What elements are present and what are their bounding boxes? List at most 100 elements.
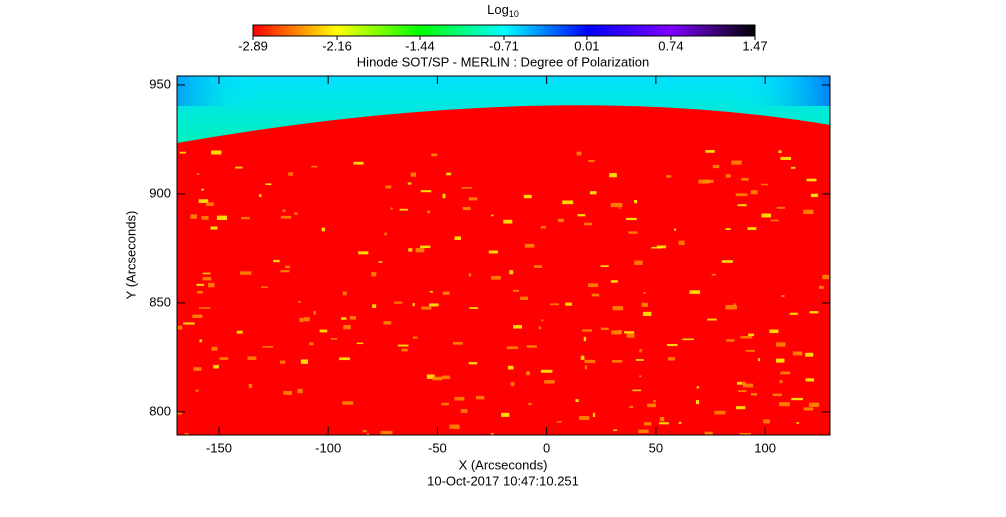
- speckle: [429, 303, 439, 307]
- speckle: [609, 173, 617, 178]
- speckle: [726, 339, 735, 342]
- speckle: [776, 342, 786, 347]
- speckle: [696, 386, 700, 389]
- speckle: [592, 412, 596, 418]
- speckle: [591, 293, 600, 297]
- speckle: [468, 362, 478, 365]
- speckle: [540, 225, 547, 229]
- speckle: [822, 274, 830, 280]
- speckle: [410, 172, 417, 177]
- speckle: [178, 325, 183, 330]
- speckle: [549, 303, 560, 306]
- speckle: [576, 151, 582, 156]
- speckles: [177, 150, 830, 435]
- speckle: [265, 183, 272, 185]
- x-tick-label: -100: [315, 440, 341, 455]
- speckle: [600, 327, 609, 330]
- speckle: [775, 358, 785, 363]
- chart-title: Hinode SOT/SP - MERLIN : Degree of Polar…: [357, 54, 649, 69]
- speckle: [632, 389, 642, 392]
- speckle: [702, 179, 714, 183]
- speckle: [501, 412, 510, 417]
- speckle: [412, 302, 415, 307]
- speckle: [776, 206, 786, 209]
- speckle: [747, 227, 757, 230]
- speckle: [789, 312, 798, 315]
- speckle: [273, 259, 280, 263]
- speckle: [544, 380, 555, 384]
- speckle: [241, 216, 250, 220]
- speckle: [383, 321, 392, 325]
- speckle: [491, 214, 494, 217]
- image-edge: [177, 76, 830, 106]
- colorbar-label: Log10: [487, 2, 519, 19]
- speckle: [643, 422, 652, 426]
- speckle: [581, 329, 592, 332]
- speckle: [179, 151, 186, 154]
- speckle: [426, 374, 435, 379]
- colorbar: [252, 24, 756, 37]
- speckle: [510, 381, 515, 387]
- speckle: [299, 317, 304, 323]
- speckle: [674, 228, 677, 231]
- speckle: [769, 329, 779, 334]
- speckle: [468, 197, 478, 201]
- speckle: [394, 301, 403, 304]
- speckle: [488, 250, 498, 254]
- image-disk: [177, 105, 830, 435]
- x-tick-label: 50: [649, 440, 663, 455]
- speckle: [454, 396, 465, 401]
- speckle: [446, 172, 452, 176]
- speckle: [280, 269, 290, 273]
- speckle: [678, 421, 682, 424]
- speckle: [805, 378, 815, 382]
- speckle: [705, 150, 715, 153]
- speckle: [219, 357, 229, 360]
- speckle: [184, 433, 189, 435]
- speckle: [745, 349, 756, 352]
- speckle: [809, 311, 819, 314]
- speckle: [300, 359, 309, 364]
- x-tick-label: 100: [754, 440, 776, 455]
- speckle: [565, 302, 572, 306]
- speckle: [366, 433, 370, 435]
- speckle: [736, 406, 746, 410]
- colorbar-tick-label: 0.74: [658, 38, 683, 53]
- speckle: [633, 199, 638, 204]
- speckle: [611, 359, 623, 363]
- speckle: [216, 215, 228, 221]
- plot-frame: [176, 75, 831, 436]
- speckle: [780, 156, 792, 160]
- colorbar-tick-label: 0.01: [574, 38, 599, 53]
- speckle: [589, 191, 597, 195]
- speckle: [760, 183, 768, 186]
- speckle: [490, 433, 494, 435]
- speckle: [343, 324, 351, 330]
- speckle: [297, 388, 303, 394]
- speckle: [659, 416, 665, 422]
- speckle: [781, 294, 785, 298]
- speckle: [248, 383, 253, 389]
- speckle: [534, 265, 542, 268]
- speckle: [562, 200, 574, 205]
- speckle: [580, 355, 585, 360]
- speckle: [763, 419, 770, 424]
- speckle: [247, 356, 257, 360]
- speckle: [390, 207, 393, 210]
- speckle: [349, 315, 357, 320]
- speckle: [667, 357, 675, 361]
- speckle: [658, 422, 669, 425]
- speckle: [330, 337, 338, 340]
- speckle: [635, 359, 644, 361]
- speckle: [311, 165, 318, 168]
- speckle: [634, 260, 643, 265]
- speckle: [509, 270, 514, 275]
- speckle: [577, 214, 586, 217]
- speckle: [507, 365, 514, 370]
- speckle: [199, 307, 211, 309]
- speckle: [738, 390, 747, 393]
- speckle: [210, 226, 218, 230]
- speckle: [721, 260, 733, 263]
- speckle: [452, 342, 463, 345]
- speckle: [461, 187, 472, 189]
